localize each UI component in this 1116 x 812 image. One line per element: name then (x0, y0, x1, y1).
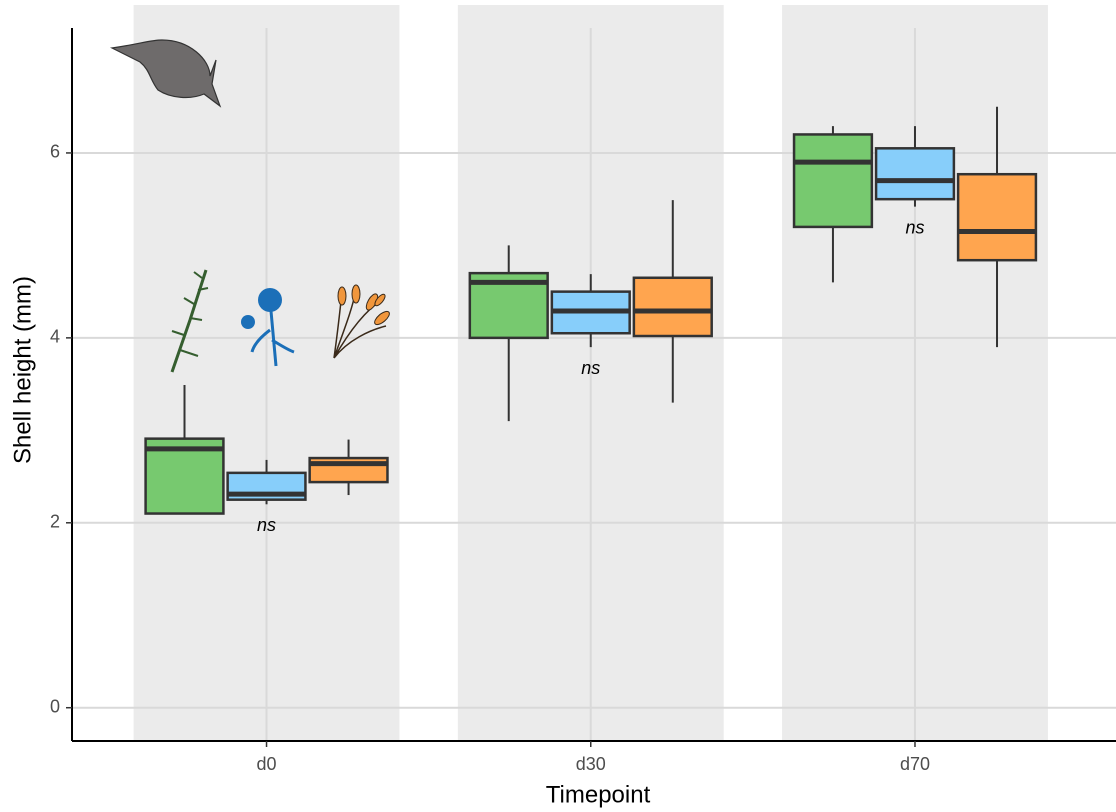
annotation: ns (905, 217, 924, 237)
annotation: ns (257, 515, 276, 535)
boxes (144, 106, 1038, 515)
plant-icon-flowers (337, 284, 390, 326)
y-tick-label: 6 (50, 142, 60, 162)
plant-icon (170, 269, 208, 373)
x-tick-label: d70 (900, 754, 930, 774)
x-tick-label: d0 (257, 754, 277, 774)
flower-head (241, 315, 255, 329)
plant-icon-leaves (171, 271, 209, 357)
plant-icon-stems (333, 289, 387, 359)
y-tick-label: 4 (50, 327, 60, 347)
y-axis-title: Shell height (mm) (9, 276, 36, 464)
x-tick-label: d30 (576, 754, 606, 774)
box (792, 133, 874, 229)
flower-head (258, 288, 282, 312)
annotation: ns (581, 358, 600, 378)
box (956, 172, 1038, 262)
snail-icon (110, 39, 222, 108)
box (632, 276, 713, 338)
box (874, 147, 956, 201)
y-tick-label: 2 (50, 512, 60, 532)
y-tick-label: 0 (50, 696, 60, 716)
x-axis-title: Timepoint (546, 781, 651, 808)
icons (110, 39, 390, 373)
